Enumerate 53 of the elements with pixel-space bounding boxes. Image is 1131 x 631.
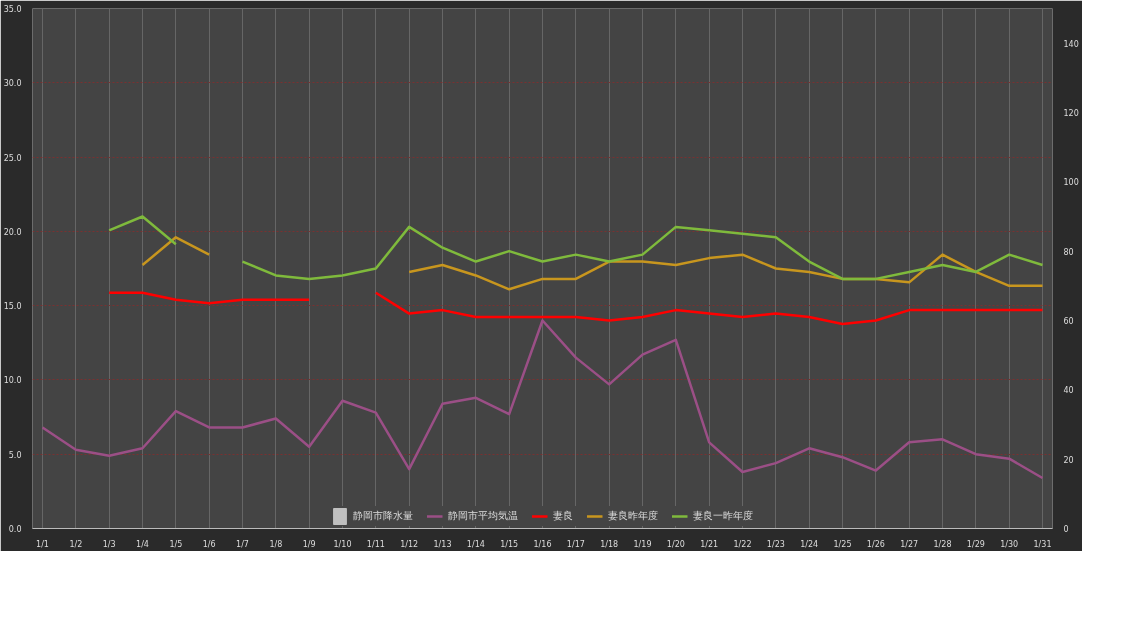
y2-tick-label: 120	[1063, 109, 1079, 118]
y-tick-label: 30.0	[3, 79, 22, 89]
x-tick-label: 1/6	[202, 539, 216, 549]
x-tick-label: 1/29	[966, 539, 985, 549]
x-tick-label: 1/8	[269, 539, 283, 549]
y-tick-label: 25.0	[3, 153, 22, 163]
x-tick-label: 1/5	[169, 539, 183, 549]
x-tick-label: 1/9	[302, 539, 316, 549]
y-tick-label: 35.0	[3, 5, 22, 14]
y-tick-label: 0.0	[8, 525, 22, 534]
legend-label: 静岡市降水量	[352, 509, 413, 523]
y2-tick-label: 20	[1063, 455, 1074, 465]
x-tick-label: 1/30	[1000, 539, 1019, 549]
x-tick-label: 1/12	[400, 539, 419, 549]
y2-tick-label: 100	[1063, 178, 1079, 188]
x-tick-label: 1/10	[333, 539, 352, 549]
x-tick-label: 1/2	[69, 539, 83, 549]
y2-tick-label: 0	[1063, 525, 1069, 534]
y2-tick-label: 40	[1063, 386, 1074, 396]
y2-tick-label: 60	[1063, 317, 1074, 326]
y-tick-label: 10.0	[3, 376, 22, 386]
x-tick-label: 1/23	[766, 539, 785, 549]
x-tick-label: 1/4	[136, 539, 149, 549]
x-tick-label: 1/21	[700, 539, 719, 549]
legend-label: 妻良一昨年度	[692, 509, 753, 523]
x-tick-label: 1/1	[36, 539, 49, 549]
x-tick-label: 1/19	[633, 539, 652, 549]
x-tick-label: 1/3	[102, 539, 116, 549]
x-tick-label: 1/20	[666, 539, 685, 549]
legend-label: 妻良昨年度	[607, 509, 658, 523]
x-tick-label: 1/24	[800, 539, 819, 549]
x-tick-label: 1/17	[566, 539, 585, 549]
y2-tick-label: 80	[1063, 247, 1074, 257]
x-tick-label: 1/18	[600, 539, 619, 549]
x-tick-label: 1/13	[433, 539, 452, 549]
y-tick-label: 20.0	[3, 227, 22, 237]
y-tick-label: 15.0	[3, 302, 22, 312]
x-tick-label: 1/15	[500, 539, 519, 549]
x-tick-label: 1/22	[733, 539, 752, 549]
x-tick-label: 1/14	[466, 539, 485, 549]
y-tick-label: 5.0	[8, 450, 22, 460]
x-tick-label: 1/31	[1033, 539, 1052, 549]
legend-label: 静岡市平均気温	[447, 509, 518, 523]
x-tick-label: 1/27	[900, 539, 919, 549]
x-tick-label: 1/16	[533, 539, 552, 549]
x-tick-label: 1/11	[366, 539, 385, 549]
line-series	[41, 319, 1044, 480]
y2-tick-label: 140	[1063, 39, 1079, 49]
x-tick-label: 1/7	[236, 539, 249, 549]
x-tick-label: 1/28	[933, 539, 952, 549]
x-tick-label: 1/25	[833, 539, 852, 549]
x-tick-label: 1/26	[866, 539, 885, 549]
legend-label: 妻良	[552, 509, 573, 523]
